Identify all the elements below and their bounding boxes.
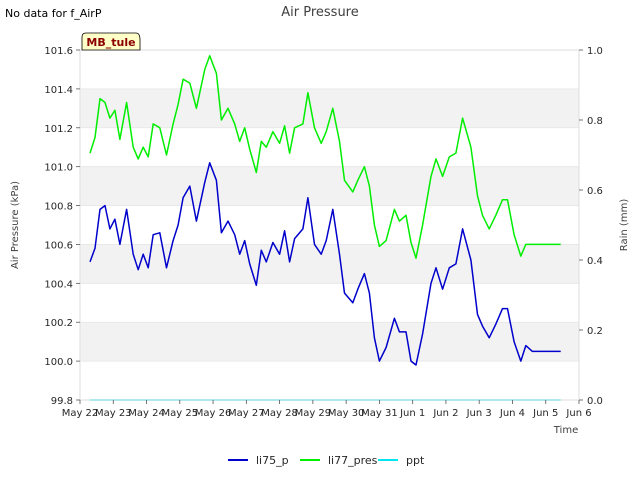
legend-label-li75_p: li75_p xyxy=(256,454,289,467)
y-tick-label-right: 0.8 xyxy=(587,116,603,127)
y-tick-label-left: 100.4 xyxy=(44,279,73,290)
y-tick-label-left: 101.6 xyxy=(44,46,73,57)
x-tick-label: Jun 2 xyxy=(432,408,458,419)
x-tick-label: May 28 xyxy=(261,408,298,419)
y-tick-label-right: 0.6 xyxy=(587,186,603,197)
no-data-note: No data for f_AirP xyxy=(5,7,102,20)
y-tick-label-right: 0.0 xyxy=(587,396,603,407)
x-tick-label: May 27 xyxy=(228,408,265,419)
chart-title: Air Pressure xyxy=(281,5,359,20)
site-label: MB_tule xyxy=(86,36,135,49)
x-tick-label: May 31 xyxy=(361,408,398,419)
x-tick-label: May 24 xyxy=(128,408,165,419)
x-tick-label: May 23 xyxy=(95,408,132,419)
grid-band xyxy=(80,166,579,206)
x-axis-label: Time xyxy=(553,425,578,436)
x-tick-label: May 25 xyxy=(162,408,199,419)
y-tick-label-left: 99.8 xyxy=(51,396,73,407)
axes: 99.8 100.0 100.2 100.4 100.6 100.8 101.0 101.2 1… xyxy=(44,46,603,419)
y-tick-label-left: 101.0 xyxy=(44,163,73,174)
grid-band xyxy=(80,244,579,284)
x-tick-label: Jun 5 xyxy=(532,408,558,419)
y-axis-label-right: Rain (mm) xyxy=(619,199,630,252)
legend: li75_p li77_pres ppt xyxy=(228,454,425,467)
series-line-li77_pres xyxy=(89,55,561,259)
plot-frame xyxy=(79,49,580,401)
legend-label-ppt: ppt xyxy=(406,454,425,467)
y-tick-label-left: 100.6 xyxy=(44,240,73,251)
x-tick-label: May 22 xyxy=(62,408,99,419)
y-axis-label-left: Air Pressure (kPa) xyxy=(10,181,21,269)
y-tick-label-right: 1.0 xyxy=(587,46,603,57)
site-label-box: MB_tule xyxy=(81,32,141,51)
x-tick-label: May 26 xyxy=(195,408,232,419)
y-tick-label-left: 100.2 xyxy=(44,318,73,329)
x-tick-label: May 29 xyxy=(295,408,332,419)
y-tick-label-right: 0.2 xyxy=(587,326,603,337)
x-tick-label: Jun 1 xyxy=(399,408,425,419)
y-tick-label-left: 101.4 xyxy=(44,85,73,96)
y-tick-label-left: 100.0 xyxy=(44,357,73,368)
legend-label-li77_pres: li77_pres xyxy=(328,454,378,467)
y-tick-label-left: 100.8 xyxy=(44,202,73,213)
x-tick-label: Jun 6 xyxy=(565,408,591,419)
y-tick-label-left: 101.2 xyxy=(44,124,73,135)
grid-band xyxy=(80,322,579,362)
series-line-li75_p xyxy=(89,162,561,366)
x-tick-label: May 30 xyxy=(328,408,365,419)
x-tick-label: Jun 3 xyxy=(466,408,492,419)
y-tick-label-right: 0.4 xyxy=(587,256,603,267)
x-tick-label: Jun 4 xyxy=(499,408,525,419)
